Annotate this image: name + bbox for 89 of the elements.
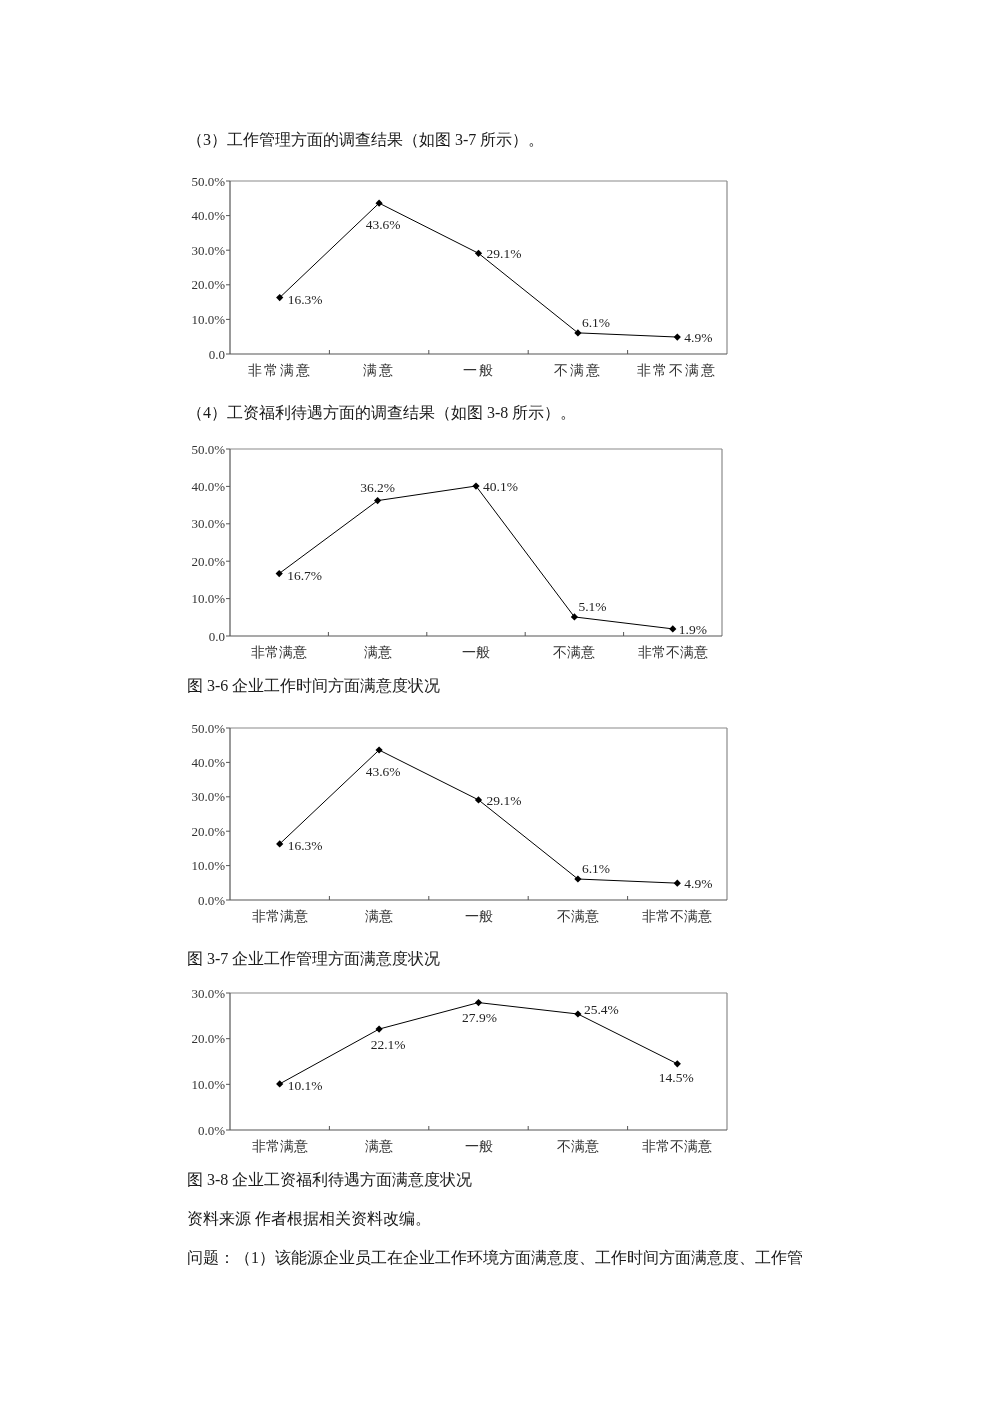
xtick: 不满意 bbox=[553, 363, 602, 378]
ytick: 40.0% bbox=[191, 478, 225, 494]
ytick: 30.0% bbox=[191, 516, 225, 532]
ytick: 30.0% bbox=[191, 789, 225, 805]
point bbox=[474, 998, 483, 1007]
value-label: 22.1% bbox=[370, 1037, 406, 1053]
value-label: 43.6% bbox=[365, 217, 401, 233]
xtick: 一般 bbox=[462, 363, 495, 378]
ytick: 20.0% bbox=[191, 1031, 225, 1047]
xtick: 满意 bbox=[363, 645, 392, 660]
ytick: 10.0% bbox=[191, 1076, 225, 1092]
point bbox=[375, 199, 383, 207]
value-label: 6.1% bbox=[581, 861, 611, 876]
point bbox=[574, 329, 582, 337]
point bbox=[574, 875, 582, 883]
xtick: 非常不满意 bbox=[642, 909, 713, 924]
point bbox=[673, 1060, 681, 1068]
value-label: 1.9% bbox=[678, 621, 707, 637]
ytick: 10.0% bbox=[191, 591, 225, 607]
ytick: 0.0% bbox=[197, 892, 225, 908]
point bbox=[276, 1080, 284, 1088]
title: 图 3-8 企业工资福利待遇方面满意度状况 bbox=[187, 1171, 473, 1188]
ytick: 20.0% bbox=[191, 823, 225, 839]
value-label: 6.1% bbox=[581, 314, 611, 330]
ytick: 50.0% bbox=[191, 441, 225, 457]
value-label: 29.1% bbox=[486, 246, 522, 262]
xtick: 非常满意 bbox=[251, 909, 308, 924]
annotation: 问题：（1）该能源企业员工在企业工作环境方面满意度、工作时间方面满意度、工作管 bbox=[187, 1249, 803, 1266]
point bbox=[275, 569, 283, 578]
ytick: 0.0 bbox=[208, 346, 225, 362]
xtick: 满意 bbox=[365, 1139, 394, 1154]
value-label: 4.9% bbox=[684, 330, 713, 346]
point bbox=[375, 746, 383, 754]
value-label: 14.5% bbox=[658, 1069, 694, 1085]
point bbox=[375, 1025, 383, 1033]
xtick: 非常满意 bbox=[251, 1139, 308, 1154]
value-label: 36.2% bbox=[360, 479, 396, 495]
ytick: 10.0% bbox=[191, 858, 225, 874]
ytick: 30.0% bbox=[191, 985, 225, 1001]
subtitle: （3）工作管理方面的调查结果（如图 3-7 所示）。 bbox=[187, 131, 545, 148]
xtick: 不满意 bbox=[556, 1139, 599, 1154]
value-label: 25.4% bbox=[583, 1002, 619, 1017]
xtick: 一般 bbox=[464, 1139, 493, 1154]
xtick: 非常不满意 bbox=[637, 645, 708, 660]
ytick: 0.0 bbox=[208, 628, 225, 644]
point bbox=[669, 625, 677, 633]
xtick: 一般 bbox=[464, 909, 493, 924]
value-label: 16.3% bbox=[287, 837, 323, 853]
ytick: 30.0% bbox=[191, 242, 225, 258]
ytick: 0.0% bbox=[197, 1122, 225, 1138]
value-label: 29.1% bbox=[486, 792, 522, 808]
point bbox=[374, 497, 382, 505]
ytick: 50.0% bbox=[191, 173, 225, 189]
value-label: 5.1% bbox=[578, 598, 607, 614]
xtick: 非常不满意 bbox=[637, 363, 718, 378]
point bbox=[474, 796, 483, 804]
value-label: 40.1% bbox=[483, 479, 518, 495]
value-label: 16.7% bbox=[287, 567, 323, 583]
xtick: 非常满意 bbox=[251, 645, 308, 660]
xtick: 非常不满意 bbox=[642, 1139, 713, 1154]
xtick: 不满意 bbox=[553, 645, 596, 660]
point bbox=[474, 249, 483, 257]
xtick: 非常满意 bbox=[247, 363, 312, 378]
ytick: 40.0% bbox=[191, 754, 225, 770]
value-label: 27.9% bbox=[462, 1009, 497, 1025]
xtick: 满意 bbox=[363, 363, 396, 378]
annotation: 资料来源 作者根据相关资料改编。 bbox=[187, 1210, 431, 1227]
point bbox=[276, 294, 284, 302]
xtick: 一般 bbox=[462, 645, 490, 660]
ytick: 20.0% bbox=[191, 277, 225, 293]
xtick: 不满意 bbox=[556, 909, 599, 924]
ytick: 10.0% bbox=[191, 311, 225, 327]
ytick: 50.0% bbox=[191, 720, 225, 736]
value-label: 4.9% bbox=[684, 876, 713, 892]
ytick: 40.0% bbox=[191, 208, 225, 224]
title: 图 3-6 企业工作时间方面满意度状况 bbox=[187, 677, 441, 694]
subtitle: （4）工资福利待遇方面的调查结果（如图 3-8 所示）。 bbox=[187, 404, 577, 421]
xtick: 满意 bbox=[365, 909, 394, 924]
value-label: 16.3% bbox=[287, 291, 323, 307]
point bbox=[276, 840, 284, 848]
point bbox=[472, 482, 480, 490]
point bbox=[673, 333, 681, 341]
value-label: 43.6% bbox=[365, 764, 401, 779]
point bbox=[574, 1010, 582, 1018]
title: 图 3-7 企业工作管理方面满意度状况 bbox=[187, 950, 441, 967]
point bbox=[673, 879, 681, 887]
ytick: 20.0% bbox=[191, 553, 225, 569]
point bbox=[570, 613, 578, 621]
value-label: 10.1% bbox=[287, 1077, 323, 1093]
